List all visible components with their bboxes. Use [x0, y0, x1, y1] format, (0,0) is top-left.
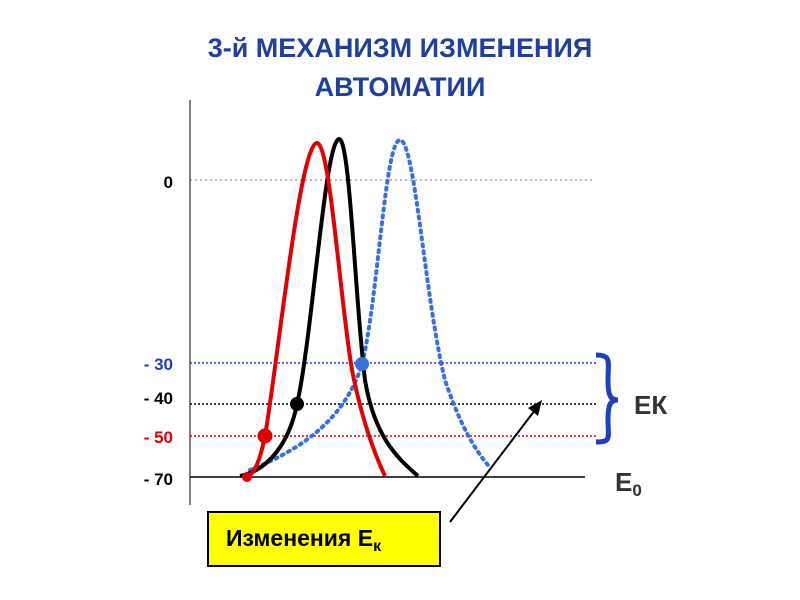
callout-box [207, 511, 441, 567]
level-label: - 50 [144, 428, 173, 447]
point [290, 397, 304, 411]
curve-blue [248, 137, 490, 472]
point [355, 357, 369, 371]
point [242, 472, 252, 482]
label-main: E [615, 467, 632, 497]
curve-black [239, 136, 420, 478]
curve-red [245, 140, 387, 480]
callout-text: Изменения Eк [226, 525, 382, 555]
arrow-line [449, 409, 536, 523]
title-line: 3-й МЕХАНИЗМ ИЗМЕНЕНИЯ [208, 33, 593, 63]
level-label: - 70 [144, 470, 173, 489]
point [257, 428, 273, 444]
brace [595, 352, 619, 445]
level-label: 0 [164, 173, 173, 192]
arrow-head [528, 400, 542, 416]
level-label: - 30 [144, 355, 173, 374]
callout-main: Изменения E [226, 525, 373, 551]
brace-label: EК [634, 390, 667, 420]
label-sub: 0 [632, 481, 641, 500]
callout-sub: к [373, 538, 382, 555]
baseline-label: E0 [615, 467, 642, 500]
level-label: - 40 [144, 389, 173, 408]
title-line: АВТОМАТИИ [315, 72, 486, 102]
